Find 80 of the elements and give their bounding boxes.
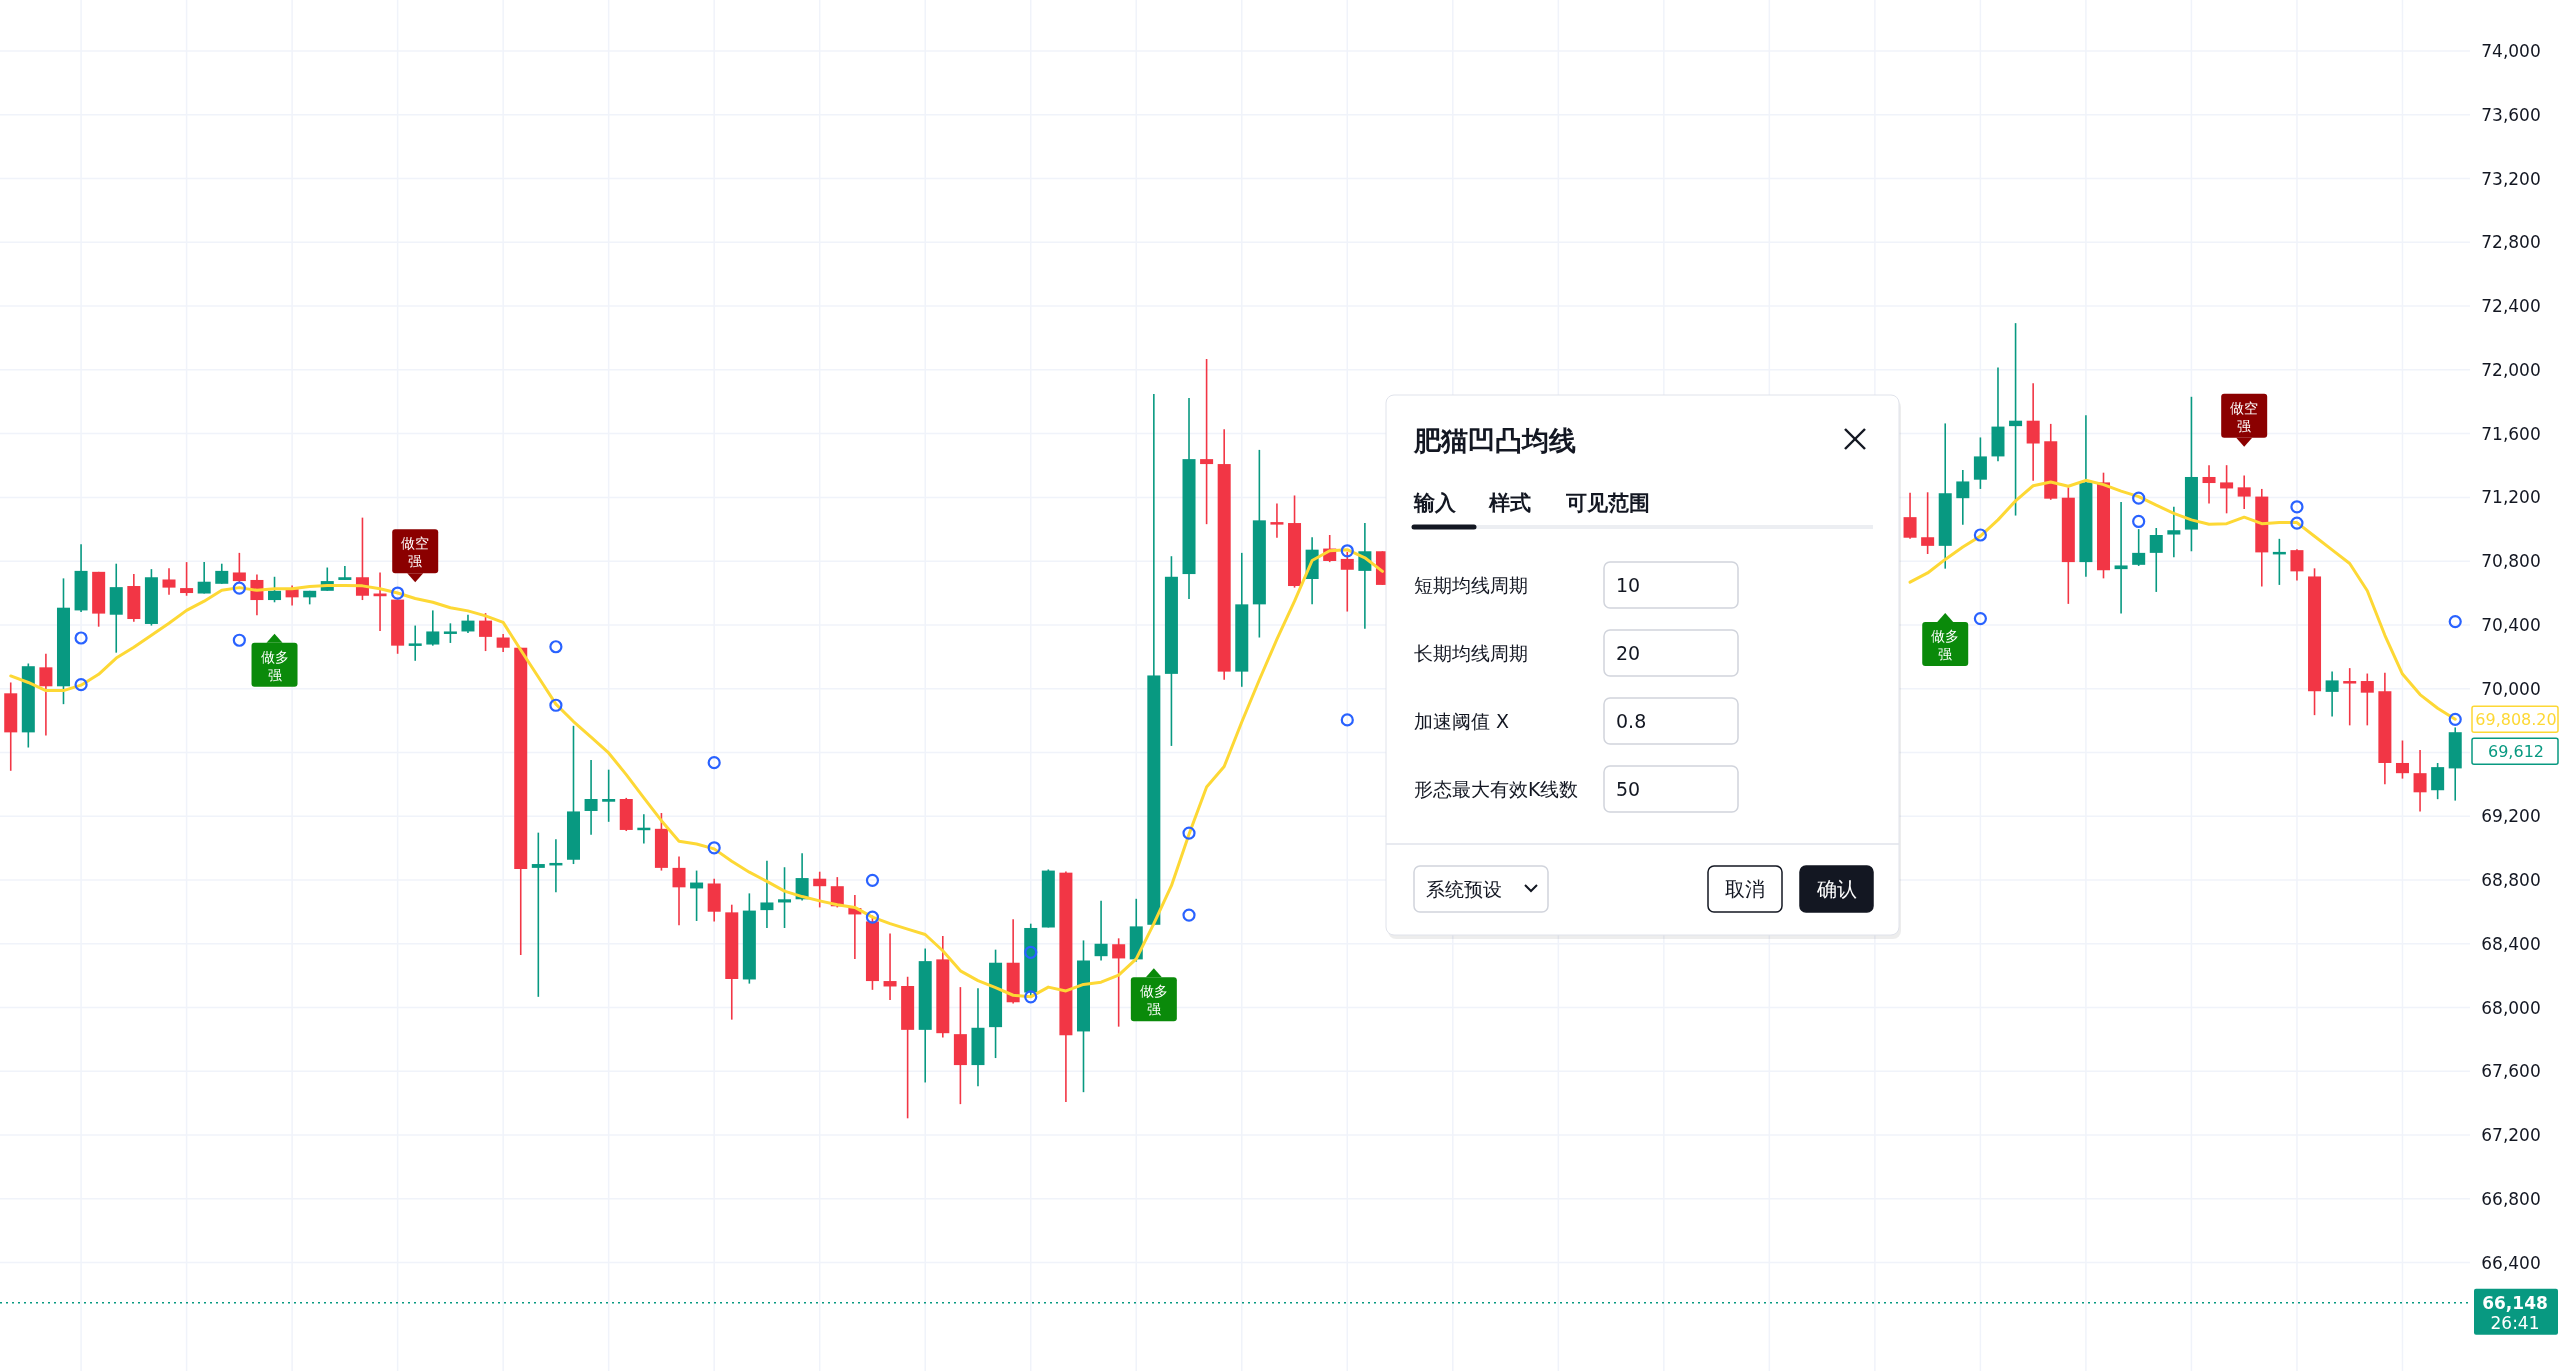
- annotation: 取消: [1725, 877, 1765, 901]
- y-tick-label: 72,000: [2481, 359, 2541, 380]
- y-tick-label: 67,600: [2481, 1061, 2541, 1082]
- annotation: 20: [1616, 642, 1641, 664]
- signal-label: 做空强: [392, 529, 439, 583]
- button: 确认: [1799, 865, 1874, 913]
- y-tick-label: 74,000: [2481, 41, 2541, 62]
- annotation: 形态最大有效K线数: [1414, 778, 1579, 800]
- signal-label: 做空强: [2221, 393, 2268, 447]
- annotation: 10: [1616, 574, 1641, 596]
- y-tick-label: 70,800: [2481, 551, 2541, 572]
- point: [1973, 528, 1987, 542]
- y-tick-label: 72,800: [2481, 232, 2541, 253]
- point: [707, 841, 721, 855]
- y-tick-label: 70,400: [2481, 614, 2541, 635]
- y-tick-label: 66,800: [2481, 1188, 2541, 1209]
- point: [1340, 544, 1354, 558]
- point: [232, 633, 246, 647]
- y-tick-label: 66,400: [2481, 1252, 2541, 1273]
- point: [2448, 614, 2462, 629]
- y-tick-label: 73,600: [2481, 104, 2541, 125]
- price-tag: 69,808.20: [2471, 705, 2559, 733]
- y-tick-label: 72,400: [2481, 296, 2541, 317]
- button: 取消: [1707, 865, 1783, 913]
- annotation: 长期均线周期: [1414, 642, 1528, 664]
- signal-label: 做多强: [1130, 968, 1177, 1022]
- input-field: 20: [1603, 629, 1739, 677]
- point: [1182, 826, 1196, 840]
- annotation: 输入: [1413, 491, 1457, 515]
- annotation: 系统预设: [1426, 878, 1502, 900]
- y-tick-label: 68,400: [2481, 933, 2541, 954]
- y-tick-label: 68,800: [2481, 869, 2541, 890]
- point: [232, 581, 246, 595]
- preset-dropdown: 系统预设: [1413, 865, 1549, 913]
- price-tag: 69,612: [2471, 737, 2559, 765]
- point: [1182, 908, 1196, 922]
- input-field: 10: [1603, 561, 1739, 609]
- point: [1024, 945, 1038, 959]
- point: [549, 640, 563, 654]
- annotation: 0.8: [1616, 710, 1647, 732]
- signal-label: 做多强: [1922, 613, 1969, 667]
- text: 26:41: [2490, 1312, 2540, 1333]
- annotation: 50: [1616, 778, 1641, 800]
- ref-line-label: 66,148: [2482, 1292, 2548, 1313]
- point: [2290, 500, 2304, 514]
- input-field: 50: [1603, 765, 1739, 813]
- text: 肥猫凹凸均线: [1413, 425, 1576, 456]
- point: [1024, 990, 1038, 1004]
- y-tick-label: 69,200: [2481, 806, 2541, 827]
- point: [865, 910, 880, 924]
- point: [549, 698, 563, 712]
- data-label: 做多强: [260, 648, 289, 683]
- point: [2448, 712, 2462, 726]
- annotation: 确认: [1815, 877, 1857, 901]
- point: [707, 756, 721, 770]
- y-tick-label: 68,000: [2481, 997, 2541, 1018]
- y-tick-label: 67,200: [2481, 1125, 2541, 1146]
- data-label: 做空强: [2230, 399, 2259, 434]
- annotation: 短期均线周期: [1414, 574, 1528, 596]
- point: [1340, 713, 1354, 727]
- input-field: 0.8: [1603, 697, 1739, 745]
- point: [391, 586, 405, 600]
- y-tick-label: 71,200: [2481, 487, 2541, 508]
- data-label: 做多强: [1931, 628, 1960, 663]
- data-label: 做多强: [1139, 983, 1168, 1018]
- point: [2290, 516, 2304, 530]
- point: [74, 678, 88, 692]
- point: [2132, 491, 2146, 505]
- y-tick-label: 71,600: [2481, 423, 2541, 444]
- annotation: 样式: [1488, 491, 1531, 515]
- point: [1973, 611, 1987, 626]
- annotation: 加速阈值 X: [1414, 710, 1510, 732]
- data-label: 做空强: [401, 535, 430, 570]
- y-tick-label: 70,000: [2481, 678, 2541, 699]
- point: [2132, 514, 2146, 529]
- point: [865, 873, 880, 887]
- y-tick-label: 73,200: [2481, 168, 2541, 189]
- annotation: 可见范围: [1565, 491, 1650, 515]
- signal-label: 做多强: [251, 633, 298, 687]
- point: [74, 631, 88, 645]
